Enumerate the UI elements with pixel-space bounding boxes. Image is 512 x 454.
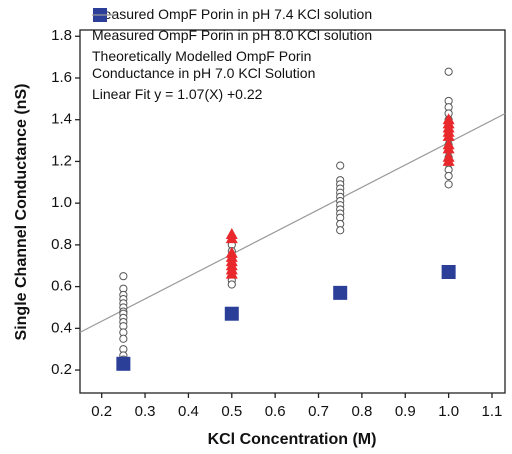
legend-entry: Theoretically Modelled OmpF Porin Conduc… (92, 8, 508, 82)
triangle-point (225, 232, 238, 244)
circle-point (444, 180, 453, 189)
legend-entry: Measured OmpF Porin in pH 8.0 KCl soluti… (92, 8, 508, 44)
square-point (116, 356, 131, 371)
circle-point (444, 67, 453, 76)
y-tick-label: 0.6 (51, 278, 72, 295)
triangle-point (442, 129, 455, 141)
circle-point (336, 161, 345, 170)
y-tick-label: 1.8 (51, 27, 72, 44)
x-tick-label: 0.4 (178, 403, 199, 420)
triangle-point (442, 154, 455, 166)
legend-entry: Measured OmpF Porin in pH 7.4 KCl soluti… (92, 6, 508, 23)
circle-point (119, 272, 128, 281)
legend-label: Theoretically Modelled OmpF Porin Conduc… (92, 48, 316, 81)
circle-point (336, 226, 345, 235)
square-point (224, 306, 239, 321)
y-tick-label: 1.4 (51, 111, 72, 128)
x-tick-label: 0.9 (395, 403, 416, 420)
y-tick-label: 0.4 (51, 319, 72, 336)
fit-line (79, 113, 506, 333)
legend: Measured OmpF Porin in pH 7.4 KCl soluti… (92, 6, 508, 107)
x-tick-label: 0.5 (221, 403, 242, 420)
x-tick-label: 0.3 (135, 403, 156, 420)
x-tick-label: 0.6 (265, 403, 286, 420)
x-tick-label: 1.0 (438, 403, 459, 420)
legend-label: Linear Fit y = 1.07(X) +0.22 (92, 86, 263, 102)
circle-point (444, 171, 453, 181)
y-tick-label: 1.6 (51, 69, 72, 86)
y-axis-title: Single Channel Conductance (nS) (13, 84, 30, 341)
y-tick-label: 1.2 (51, 152, 72, 169)
circle-point (227, 280, 236, 289)
y-tick-label: 0.8 (51, 236, 72, 253)
square-point (441, 265, 456, 279)
x-tick-label: 0.7 (308, 403, 329, 420)
legend-entry: Linear Fit y = 1.07(X) +0.22 (92, 14, 508, 103)
x-tick-label: 0.2 (91, 403, 112, 420)
triangle-point (225, 267, 238, 279)
y-tick-label: 0.2 (51, 361, 72, 378)
triangle-point (442, 142, 455, 154)
x-tick-label: 0.8 (351, 403, 372, 420)
legend-label: Measured OmpF Porin in pH 8.0 KCl soluti… (92, 27, 373, 43)
x-tick-label: 1.1 (482, 403, 503, 420)
legend-label: Measured OmpF Porin in pH 7.4 KCl soluti… (92, 6, 373, 22)
y-tick-label: 1.0 (51, 194, 72, 211)
plot-frame (79, 29, 506, 394)
legend-symbol (92, 14, 114, 16)
circle-point (119, 334, 128, 343)
x-axis-title: KCl Concentration (M) (208, 431, 377, 448)
square-point (333, 285, 348, 300)
